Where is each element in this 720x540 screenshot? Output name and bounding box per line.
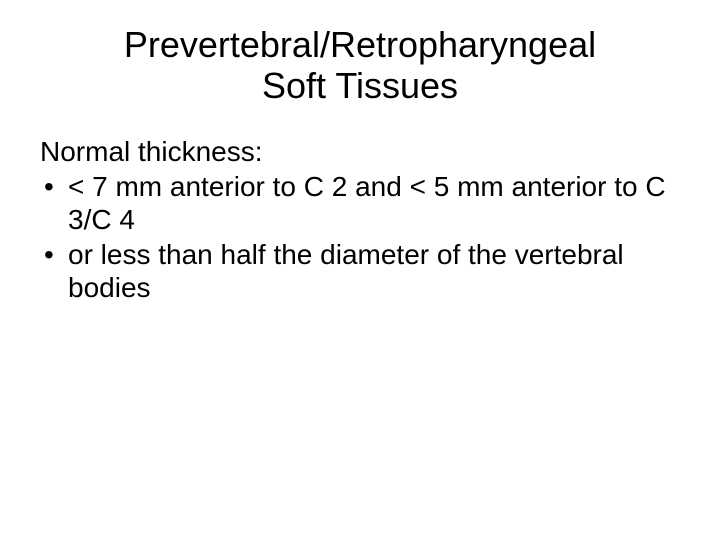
title-line-1: Prevertebral/Retropharyngeal	[124, 24, 596, 65]
lead-text: Normal thickness:	[40, 135, 680, 168]
list-item: < 7 mm anterior to C 2 and < 5 mm anteri…	[40, 170, 680, 236]
slide-title: Prevertebral/Retropharyngeal Soft Tissue…	[40, 24, 680, 107]
list-item: or less than half the diameter of the ve…	[40, 238, 680, 304]
title-line-2: Soft Tissues	[262, 65, 458, 106]
slide-body: Normal thickness: < 7 mm anterior to C 2…	[40, 135, 680, 304]
slide: Prevertebral/Retropharyngeal Soft Tissue…	[0, 0, 720, 540]
bullet-list: < 7 mm anterior to C 2 and < 5 mm anteri…	[40, 170, 680, 304]
